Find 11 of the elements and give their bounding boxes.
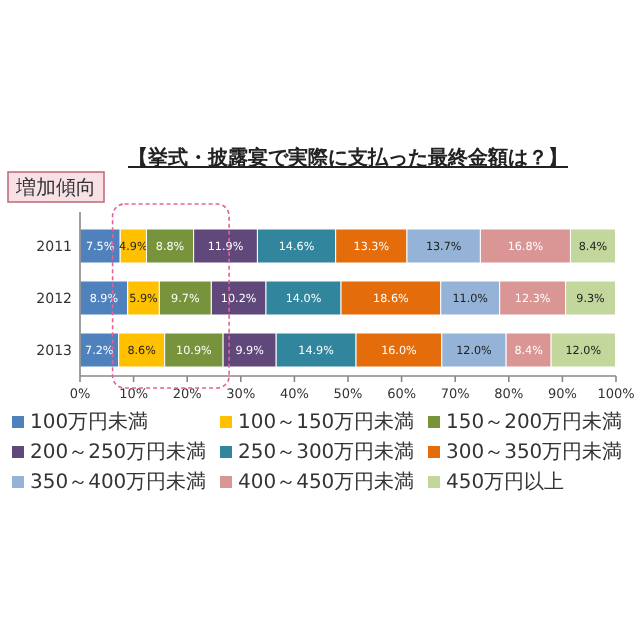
legend-label: 350～400万円未満: [30, 470, 207, 494]
legend-label: 450万円以上: [446, 470, 565, 494]
legend-label: 300～350万円未満: [446, 440, 623, 464]
text: 増加傾向: [14, 176, 96, 200]
legend-label: 200～250万円未満: [30, 440, 207, 464]
legend-label: 400～450万円未満: [238, 470, 415, 494]
chart-title: 【挙式・披露宴で実際に支払った最終金額は？】: [128, 146, 568, 170]
legend-label: 150～200万円未満: [446, 410, 623, 434]
legend-label: 100万円未満: [30, 410, 149, 434]
legend-label: 250～300万円未満: [238, 440, 415, 464]
legend-label: 100～150万円未満: [238, 410, 415, 434]
